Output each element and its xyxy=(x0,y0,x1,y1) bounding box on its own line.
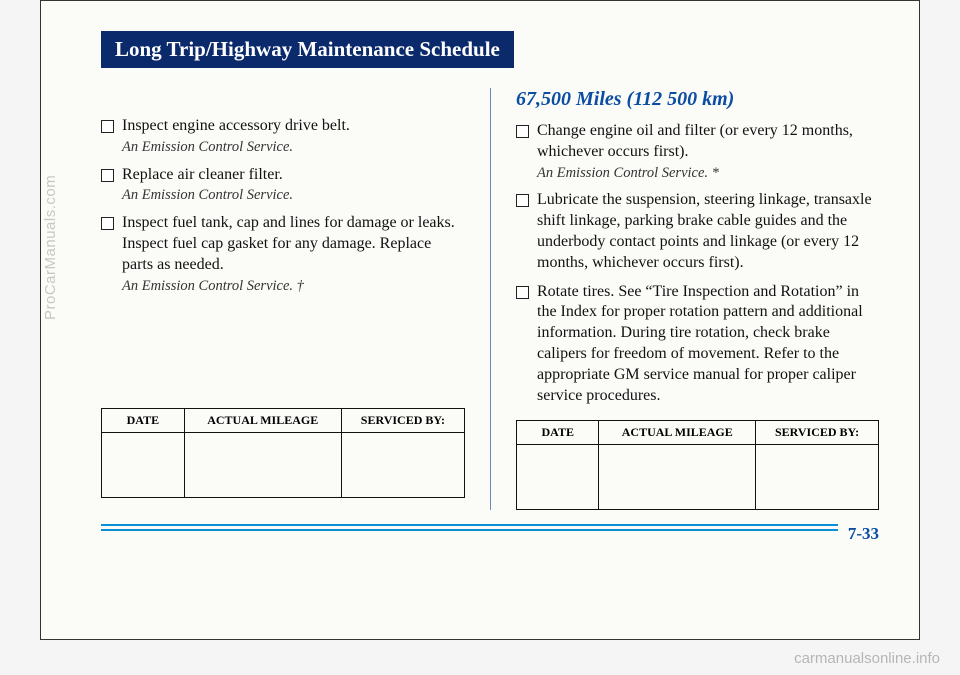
table-cell[interactable] xyxy=(184,432,341,497)
manual-page: Long Trip/Highway Maintenance Schedule I… xyxy=(40,0,920,640)
item-main-text: Change engine oil and filter (or every 1… xyxy=(537,122,853,160)
table-row xyxy=(517,445,879,510)
item-text: Lubricate the suspension, steering linka… xyxy=(537,190,879,273)
section-header-text: Long Trip/Highway Maintenance Schedule xyxy=(115,37,500,61)
table-cell[interactable] xyxy=(599,445,756,510)
checkbox-icon[interactable] xyxy=(516,194,529,207)
item-text: Replace air cleaner filter. An Emission … xyxy=(122,165,465,206)
item-text: Change engine oil and filter (or every 1… xyxy=(537,121,879,182)
table-row xyxy=(102,432,465,497)
left-column: Inspect engine accessory drive belt. An … xyxy=(101,88,490,510)
checklist-item: Change engine oil and filter (or every 1… xyxy=(516,121,879,182)
table-cell[interactable] xyxy=(341,432,464,497)
item-main-text: Lubricate the suspension, steering linka… xyxy=(537,191,872,270)
item-note: An Emission Control Service. * xyxy=(537,164,879,183)
service-log-table: DATE ACTUAL MILEAGE SERVICED BY: xyxy=(516,420,879,510)
checklist-item: Inspect fuel tank, cap and lines for dam… xyxy=(101,213,465,295)
side-watermark: ProCarManuals.com xyxy=(42,175,59,320)
checklist-item: Lubricate the suspension, steering linka… xyxy=(516,190,879,273)
checkbox-icon[interactable] xyxy=(101,169,114,182)
right-column: 67,500 Miles (112 500 km) Change engine … xyxy=(490,88,879,510)
item-text: Rotate tires. See “Tire Inspection and R… xyxy=(537,282,879,407)
item-text: Inspect engine accessory drive belt. An … xyxy=(122,116,465,157)
service-log-table: DATE ACTUAL MILEAGE SERVICED BY: xyxy=(101,408,465,498)
section-header: Long Trip/Highway Maintenance Schedule xyxy=(101,31,514,68)
item-note: An Emission Control Service. xyxy=(122,186,465,205)
item-main-text: Inspect engine accessory drive belt. xyxy=(122,117,350,134)
checklist-item: Rotate tires. See “Tire Inspection and R… xyxy=(516,282,879,407)
checkbox-icon[interactable] xyxy=(101,120,114,133)
bottom-watermark: carmanualsonline.info xyxy=(794,650,940,667)
page-number: 7-33 xyxy=(838,524,879,544)
checkbox-icon[interactable] xyxy=(101,217,114,230)
checkbox-icon[interactable] xyxy=(516,286,529,299)
table-header-row: DATE ACTUAL MILEAGE SERVICED BY: xyxy=(517,421,879,445)
item-text: Inspect fuel tank, cap and lines for dam… xyxy=(122,213,465,295)
mileage-heading: 67,500 Miles (112 500 km) xyxy=(516,88,879,111)
footer-rule: 7-33 xyxy=(101,524,879,531)
table-cell[interactable] xyxy=(102,432,185,497)
two-column-layout: Inspect engine accessory drive belt. An … xyxy=(101,88,879,510)
item-note: An Emission Control Service. † xyxy=(122,277,465,296)
table-header-row: DATE ACTUAL MILEAGE SERVICED BY: xyxy=(102,408,465,432)
item-main-text: Rotate tires. See “Tire Inspection and R… xyxy=(537,283,863,404)
item-main-text: Replace air cleaner filter. xyxy=(122,166,283,183)
table-cell[interactable] xyxy=(517,445,599,510)
checklist-item: Replace air cleaner filter. An Emission … xyxy=(101,165,465,206)
table-header-date: DATE xyxy=(517,421,599,445)
table-header-serviced: SERVICED BY: xyxy=(341,408,464,432)
table-cell[interactable] xyxy=(756,445,879,510)
item-note: An Emission Control Service. xyxy=(122,138,465,157)
checkbox-icon[interactable] xyxy=(516,125,529,138)
table-header-serviced: SERVICED BY: xyxy=(756,421,879,445)
table-header-mileage: ACTUAL MILEAGE xyxy=(599,421,756,445)
table-header-date: DATE xyxy=(102,408,185,432)
table-header-mileage: ACTUAL MILEAGE xyxy=(184,408,341,432)
item-main-text: Inspect fuel tank, cap and lines for dam… xyxy=(122,214,455,273)
checklist-item: Inspect engine accessory drive belt. An … xyxy=(101,116,465,157)
